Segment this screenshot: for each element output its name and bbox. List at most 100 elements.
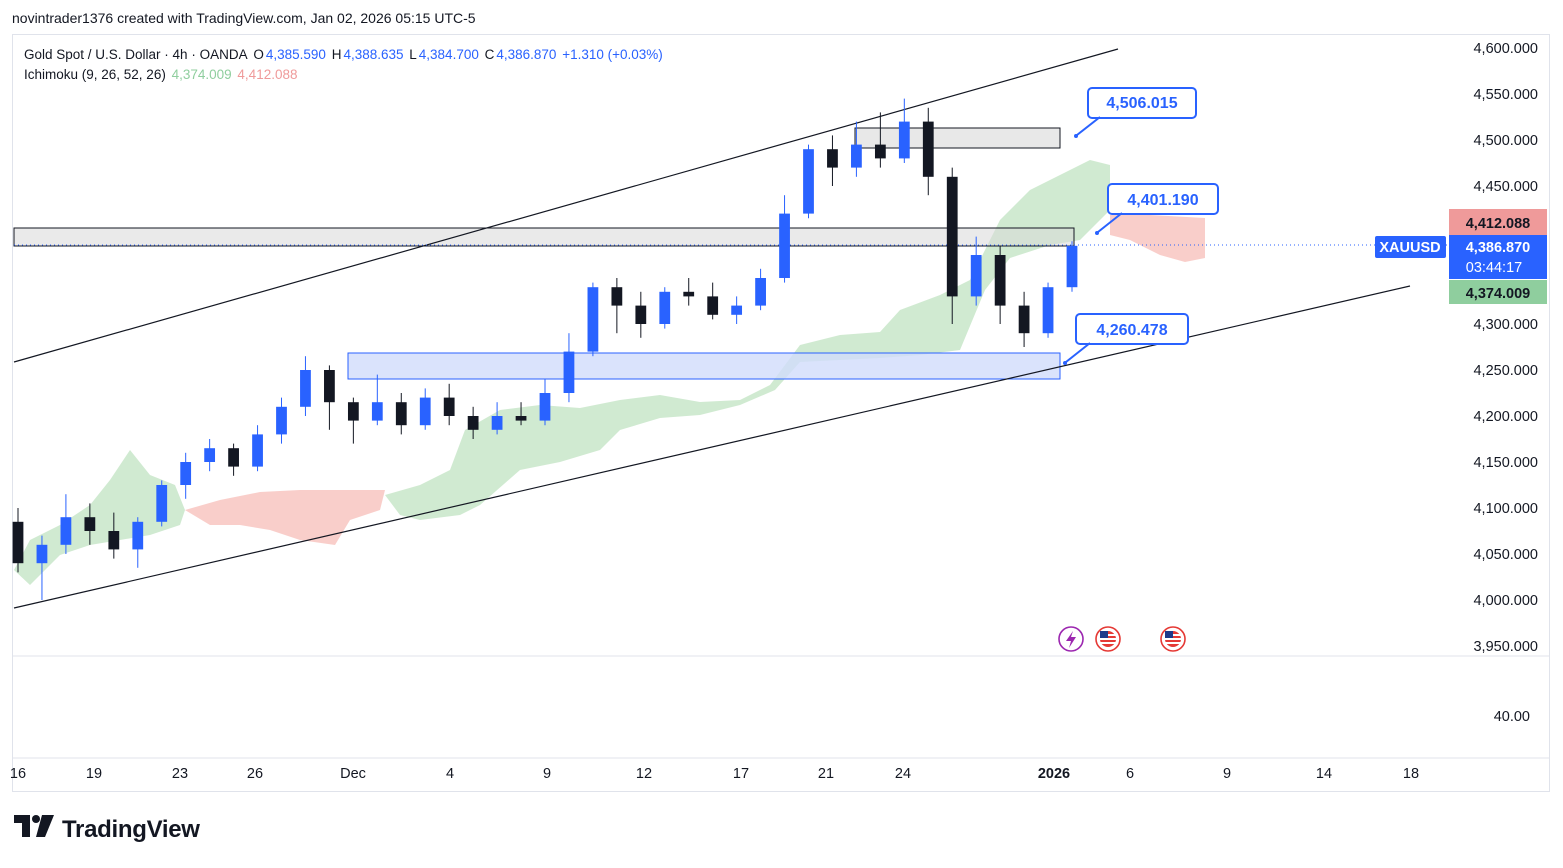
candle-body[interactable]	[132, 521, 144, 550]
time-tick: 17	[733, 766, 749, 782]
candle-body[interactable]	[539, 393, 551, 421]
time-axis[interactable]: 16 19 23 26 Dec 4 9 12 17 21 24 2026 6 9…	[10, 766, 1419, 782]
symbol-title: Gold Spot / U.S. Dollar · 4h · OANDA	[24, 47, 248, 62]
cloud-green-segment	[385, 160, 1110, 520]
candle-body[interactable]	[1066, 245, 1078, 288]
candle-body[interactable]	[563, 351, 575, 393]
price-tick: 4,100.000	[1473, 501, 1538, 517]
time-tick: 24	[895, 766, 911, 782]
candle-body[interactable]	[779, 213, 790, 278]
candle-body[interactable]	[300, 370, 311, 407]
candle-body[interactable]	[180, 462, 192, 485]
span-b-tag: 4,412.088	[1449, 209, 1547, 235]
lightning-icon[interactable]	[1058, 626, 1084, 652]
candle-body[interactable]	[276, 406, 287, 435]
us-flag-icon[interactable]	[1160, 626, 1186, 652]
candle-body[interactable]	[803, 149, 814, 214]
span-b-tag-label: 4,412.088	[1466, 216, 1531, 232]
price-tick: 4,550.000	[1473, 87, 1538, 103]
time-tick: 6	[1126, 766, 1134, 782]
candle-body[interactable]	[1042, 287, 1054, 334]
price-tick: 4,600.000	[1473, 41, 1538, 57]
symbol-legend-row[interactable]: Gold Spot / U.S. Dollar · 4h · OANDA O 4,…	[24, 45, 665, 65]
price-tick: 4,250.000	[1473, 363, 1538, 379]
candle-body[interactable]	[252, 434, 263, 467]
candle-body[interactable]	[108, 531, 120, 550]
time-tick: 23	[172, 766, 188, 782]
cloud-red-segment	[185, 490, 385, 545]
close-value: 4,386.870	[496, 47, 557, 62]
time-tick: 18	[1403, 766, 1419, 782]
candle-body[interactable]	[898, 121, 910, 159]
candle-body[interactable]	[755, 278, 766, 306]
symbol-tag-label: XAUUSD	[1379, 240, 1440, 256]
support-zone-blue[interactable]	[347, 352, 1061, 380]
resistance-zone-gray[interactable]	[13, 227, 1075, 247]
price-axis[interactable]: 4,600.000 4,550.000 4,500.000 4,450.000 …	[1473, 41, 1538, 725]
candle-body[interactable]	[36, 544, 48, 564]
upper-channel-line[interactable]	[13, 48, 1119, 363]
candle-body[interactable]	[443, 397, 455, 416]
candle-body[interactable]	[611, 287, 623, 306]
price-tick: 4,000.000	[1473, 593, 1538, 609]
candle-body[interactable]	[922, 121, 934, 177]
candle-body[interactable]	[707, 296, 719, 315]
candle-body[interactable]	[731, 305, 743, 315]
candle-body[interactable]	[60, 517, 72, 545]
candle-body[interactable]	[874, 144, 886, 159]
time-tick: 9	[1223, 766, 1231, 782]
candle-body[interactable]	[419, 397, 431, 426]
candle-body[interactable]	[84, 517, 96, 531]
span-a-tag-label: 4,374.009	[1466, 286, 1531, 302]
candle-body[interactable]	[994, 255, 1006, 306]
candle-body[interactable]	[659, 291, 671, 324]
last-price-label: 4,386.870	[1466, 240, 1531, 256]
callout-pointer	[1065, 342, 1091, 363]
tradingview-brand[interactable]: TradingView	[14, 815, 200, 844]
chart-credit: novintrader1376 created with TradingView…	[12, 10, 476, 26]
candle-body[interactable]	[395, 402, 407, 426]
callout-anchor	[1095, 231, 1099, 235]
low-label: L	[409, 47, 417, 62]
chart-legend: Gold Spot / U.S. Dollar · 4h · OANDA O 4,…	[24, 45, 665, 85]
candle-body[interactable]	[587, 287, 599, 352]
candle-body[interactable]	[467, 416, 479, 430]
time-tick: 4	[446, 766, 454, 782]
candlestick-series	[12, 98, 1078, 600]
price-tick: 4,150.000	[1473, 455, 1538, 471]
candle-body[interactable]	[970, 255, 982, 297]
high-label: H	[331, 47, 342, 62]
candle-body[interactable]	[946, 176, 958, 297]
lower-channel-line[interactable]	[13, 285, 1411, 609]
candle-body[interactable]	[228, 448, 239, 467]
callout-high[interactable]: 4,506.015	[1074, 87, 1197, 138]
ichimoku-cloud	[14, 160, 1205, 585]
candle-body[interactable]	[324, 370, 335, 403]
callout-box	[1075, 313, 1189, 345]
candle-body[interactable]	[827, 149, 838, 168]
low-value: 4,384.700	[418, 47, 479, 62]
callout-anchor	[1074, 134, 1078, 138]
candle-body[interactable]	[347, 402, 359, 421]
us-flag-icon[interactable]	[1095, 626, 1121, 652]
callout-low[interactable]: 4,260.478	[1063, 313, 1189, 365]
candle-body[interactable]	[683, 291, 695, 297]
candle-body[interactable]	[204, 448, 216, 462]
callout-pointer	[1076, 116, 1101, 136]
callout-pointer	[1097, 212, 1123, 233]
candle-body[interactable]	[371, 402, 383, 421]
candle-body[interactable]	[491, 416, 503, 430]
symbol-tag[interactable]: XAUUSD	[1375, 236, 1446, 258]
callout-mid[interactable]: 4,401.190	[1095, 183, 1219, 235]
indicator-legend-row[interactable]: Ichimoku (9, 26, 52, 26) 4,374.009 4,412…	[24, 65, 665, 85]
candle-body[interactable]	[635, 305, 647, 324]
bar-countdown: 03:44:17	[1466, 260, 1522, 276]
candle-body[interactable]	[1018, 305, 1030, 334]
candle-body[interactable]	[515, 416, 527, 421]
candle-body[interactable]	[156, 485, 168, 522]
price-tick: 4,300.000	[1473, 317, 1538, 333]
callout-label: 4,401.190	[1127, 192, 1198, 209]
candle-body[interactable]	[12, 521, 24, 564]
candle-body[interactable]	[851, 144, 862, 168]
